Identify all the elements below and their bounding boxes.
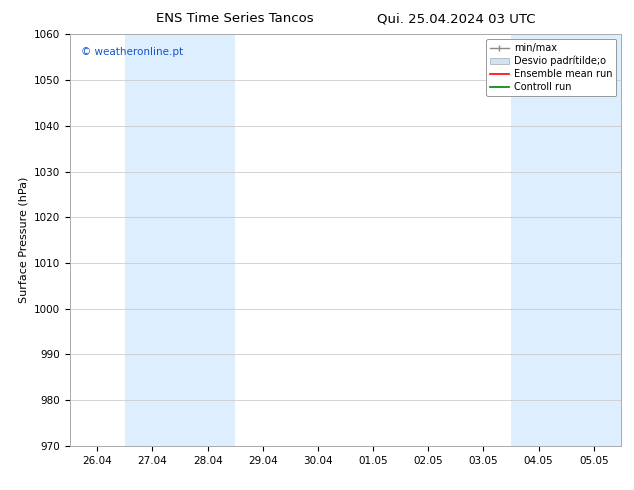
Bar <box>511 34 621 446</box>
Y-axis label: Surface Pressure (hPa): Surface Pressure (hPa) <box>18 177 28 303</box>
Legend: min/max, Desvio padrítilde;o, Ensemble mean run, Controll run: min/max, Desvio padrítilde;o, Ensemble m… <box>486 39 616 96</box>
Text: ENS Time Series Tancos: ENS Time Series Tancos <box>156 12 313 25</box>
Text: © weatheronline.pt: © weatheronline.pt <box>81 47 183 57</box>
Text: Qui. 25.04.2024 03 UTC: Qui. 25.04.2024 03 UTC <box>377 12 536 25</box>
Bar <box>125 34 235 446</box>
